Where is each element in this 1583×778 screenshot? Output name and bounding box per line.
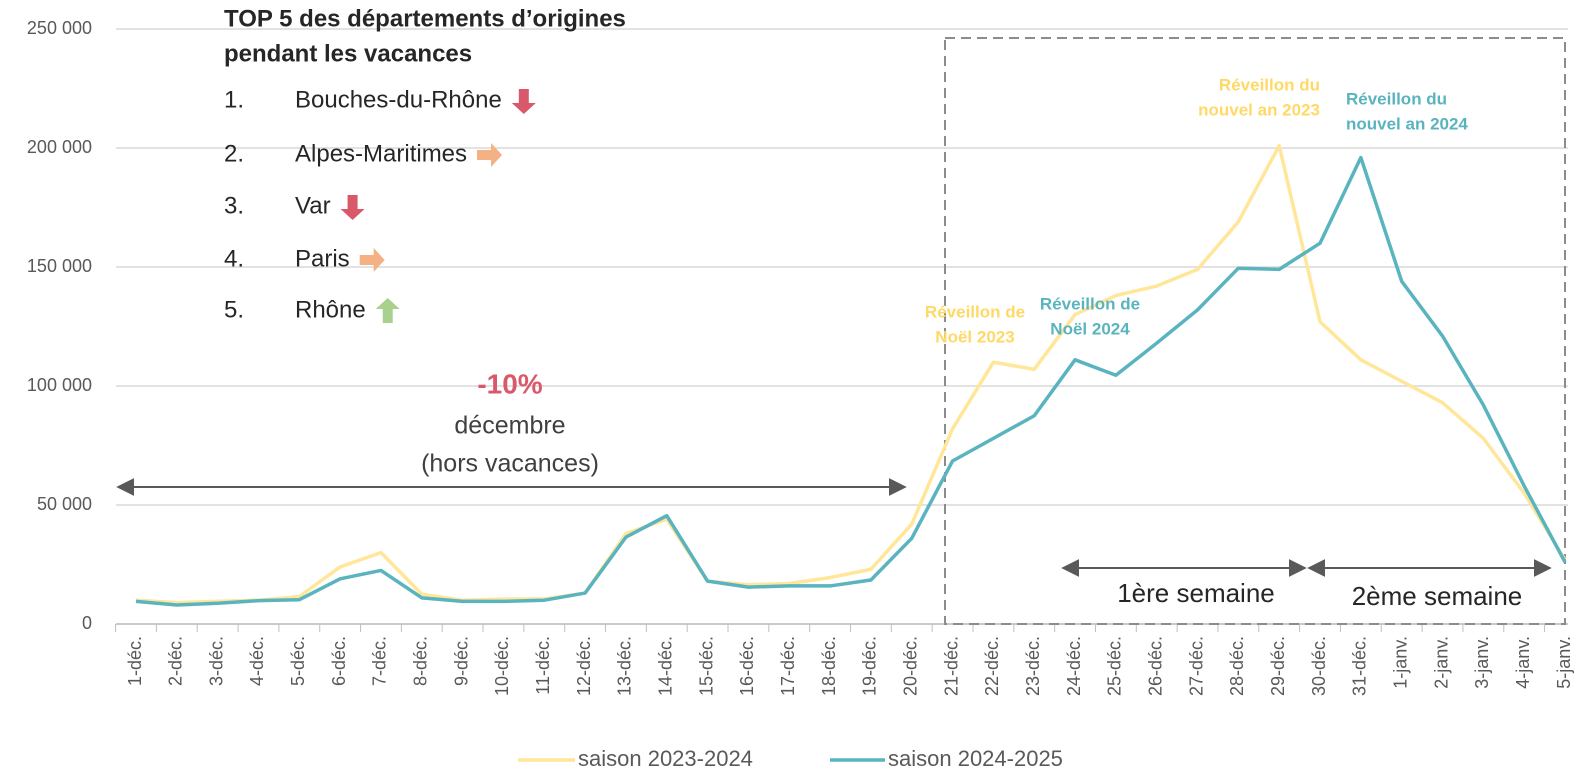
week-label: 2ème semaine [1352,581,1523,611]
x-tick-label: 11-déc. [533,636,553,695]
december-note: décembre [454,412,565,440]
trend-arrow [340,195,365,220]
y-tick-label: 0 [82,613,92,633]
x-tick-label: 28-déc. [1227,636,1247,696]
annotation: Réveillon de [925,302,1025,321]
rank: 5. [224,296,244,323]
rank: 3. [224,192,244,219]
annotation: Réveillon du [1219,75,1320,94]
trend-arrow [375,298,400,323]
x-tick-label: 5-déc. [288,636,308,686]
series-line [135,155,1567,607]
x-tick-label: 7-déc. [370,636,390,686]
x-tick-label: 8-déc. [411,636,431,686]
y-tick-label: 100 000 [27,375,92,395]
x-tick-label: 15-déc. [696,636,716,696]
department: Alpes-Maritimes [295,140,467,167]
change-label: -10% [477,368,542,399]
x-tick-label: 30-déc. [1309,636,1329,696]
y-tick-label: 250 000 [27,18,92,38]
annotation: Réveillon de [1040,294,1140,313]
x-tick-label: 20-déc. [900,636,920,696]
x-tick-label: 25-déc. [1105,636,1125,696]
x-tick-label: 2-janv. [1431,636,1451,689]
department: Var [295,192,331,219]
x-tick-label: 3-déc. [206,636,226,686]
x-tick-label: 24-déc. [1064,636,1084,696]
y-tick-label: 50 000 [37,494,92,514]
rank: 1. [224,86,244,113]
annotation: Noël 2024 [1050,319,1130,338]
annotation: nouvel an 2023 [1198,100,1320,119]
trend-arrow [359,248,385,272]
rank: 2. [224,140,244,167]
x-tick-label: 13-déc. [615,636,635,696]
x-tick-label: 9-déc. [451,636,471,686]
annotation: Réveillon du [1346,89,1447,108]
x-tick-label: 4-déc. [247,636,267,686]
week-label: 1ère semaine [1117,578,1275,608]
x-tick-label: 22-déc. [982,636,1002,696]
x-tick-label: 2-déc. [166,636,186,686]
x-tick-label: 3-janv. [1472,636,1492,689]
x-tick-label: 31-déc. [1350,636,1370,696]
y-tick-label: 150 000 [27,256,92,276]
x-tick-label: 29-déc. [1268,636,1288,696]
annotation: Noël 2023 [935,327,1014,346]
x-tick-label: 27-déc. [1186,636,1206,696]
x-tick-label: 26-déc. [1145,636,1165,696]
x-tick-label: 17-déc. [778,636,798,696]
title-line: TOP 5 des départements d’origines [224,5,626,32]
holiday-box [944,37,1566,625]
y-tick-label: 200 000 [27,137,92,157]
x-tick-label: 1-déc. [125,636,145,686]
x-tick-label: 10-déc. [492,636,512,696]
x-tick-label: 5-janv. [1554,636,1574,689]
x-tick-label: 1-janv. [1390,636,1410,689]
x-tick-label: 4-janv. [1513,636,1533,689]
x-tick-label: 19-déc. [860,636,880,696]
department: Rhône [295,296,366,323]
series-line [135,143,1567,605]
annotation: nouvel an 2024 [1346,114,1468,133]
legend-label: saison 2023-2024 [578,746,753,771]
trend-arrow [477,143,503,167]
x-tick-label: 21-déc. [941,636,961,696]
x-tick-label: 6-déc. [329,636,349,686]
department: Paris [295,245,350,272]
december-note: (hors vacances) [421,450,599,478]
x-tick-label: 14-déc. [656,636,676,696]
x-tick-label: 16-déc. [737,636,757,696]
legend-label: saison 2024-2025 [888,746,1063,771]
department: Bouches-du-Rhône [295,86,502,113]
x-tick-label: 12-déc. [574,636,594,696]
x-tick-label: 23-déc. [1023,636,1043,696]
trend-arrow [511,89,536,114]
title-line: pendant les vacances [224,40,472,67]
x-tick-label: 18-déc. [819,636,839,696]
rank: 4. [224,245,244,272]
